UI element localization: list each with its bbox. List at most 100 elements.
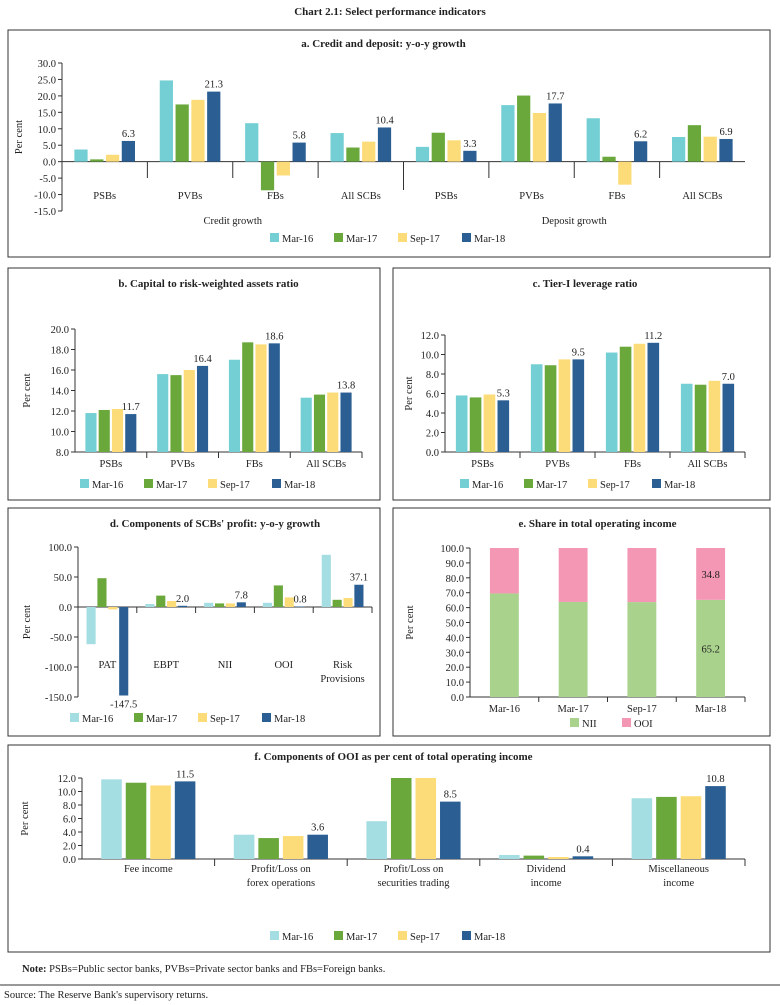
legend-swatch [134, 713, 143, 722]
chart-panel [7, 744, 771, 953]
category-label: All SCBs [341, 191, 381, 202]
category-label: All SCBs [688, 459, 728, 470]
legend: Mar-16 Mar-17 Sep-17 Mar-18 [70, 713, 305, 725]
bar-mar-16 [499, 854, 520, 859]
bar-mar-16 [86, 607, 96, 645]
chart-title: a. Credit and deposit: y-o-y growth [301, 38, 466, 50]
y-axis-label: Per cent [404, 376, 415, 410]
bar-mar-16 [233, 834, 255, 859]
bar-mar-17 [175, 104, 189, 162]
bar-mar-16 [159, 80, 173, 162]
legend-label: Mar-18 [474, 234, 505, 245]
bar-mar-16 [680, 383, 693, 452]
bar-sep-17 [327, 392, 339, 452]
y-tick-label: 30.0 [38, 59, 56, 70]
bar-mar-17 [273, 585, 283, 607]
y-tick-label: 10.0 [38, 125, 56, 136]
bar-ooi [489, 548, 519, 594]
figure-title: Chart 2.1: Select performance indicators [294, 6, 486, 18]
bar-sep-17 [548, 856, 569, 859]
category-label: FBs [608, 191, 625, 202]
category-label: FBs [246, 459, 263, 470]
note-text: PSBs=Public sector banks, PVBs=Private s… [47, 964, 386, 975]
legend-label: Mar-16 [82, 714, 113, 725]
legend-label: Sep-17 [410, 234, 440, 245]
category-label-line: FBs [267, 191, 284, 202]
bar-sep-17 [708, 380, 721, 452]
legend-swatch [80, 479, 89, 488]
bar-mar-18 [497, 400, 510, 452]
bar-mar-16 [605, 352, 618, 452]
y-tick-label: 0.0 [59, 603, 72, 614]
category-label: PSBs [471, 459, 494, 470]
legend-swatch [198, 713, 207, 722]
y-tick-label: 4.0 [426, 409, 439, 420]
legend-label: Mar-16 [282, 234, 313, 245]
data-label: 34.8 [701, 570, 719, 581]
data-label: 6.2 [634, 129, 647, 140]
bar-mar-16 [157, 374, 169, 452]
category-label-line: Risk [333, 660, 353, 671]
bar-mar-18 [292, 142, 306, 162]
legend-swatch [270, 233, 279, 242]
legend-label: Mar-16 [92, 480, 123, 491]
data-label: 9.5 [572, 347, 585, 358]
category-label-line: Profit/Loss on [251, 864, 312, 875]
category-label: Profit/Loss on forex operations [247, 864, 316, 889]
data-label: 13.8 [337, 381, 355, 392]
legend-swatch [334, 233, 343, 242]
category-label-line: All SCBs [682, 191, 722, 202]
legend-swatch [144, 479, 153, 488]
bar-mar-18 [572, 856, 594, 859]
bar-mar-18 [307, 834, 328, 859]
bar-nii [489, 593, 519, 697]
data-label: 11.7 [122, 402, 140, 413]
legend-swatch [652, 479, 661, 488]
bar-mar-18 [548, 103, 562, 162]
bar-mar-17 [517, 95, 531, 162]
bar-mar-16 [101, 779, 122, 859]
y-tick-label: 2.0 [63, 842, 76, 853]
legend-swatch [270, 931, 279, 940]
data-label: 65.2 [701, 644, 719, 655]
bar-mar-18 [340, 392, 352, 452]
bar-mar-17 [125, 782, 147, 859]
data-label: 7.0 [722, 372, 735, 383]
chart-e: e. Share in total operating income 0.0 10.… [392, 507, 771, 737]
bar-ooi [558, 548, 588, 602]
legend-label: NII [582, 719, 597, 730]
bar-sep-17 [343, 598, 353, 607]
category-label-line: PVBs [519, 191, 544, 202]
bar-mar-17 [469, 397, 482, 452]
category-label: Mar-18 [695, 704, 726, 715]
data-label: 37.1 [350, 573, 368, 584]
data-label: -147.5 [110, 700, 137, 711]
group-label: Deposit growth [542, 216, 608, 227]
bar-mar-18 [634, 141, 648, 162]
legend-label: Mar-18 [284, 480, 315, 491]
chart-b: b. Capital to risk-weighted assets ratio… [7, 267, 381, 501]
category-label: PVBs [178, 191, 203, 202]
bar-mar-17 [390, 778, 412, 859]
legend-swatch [262, 713, 271, 722]
data-label: 11.2 [644, 331, 662, 342]
bar-sep-17 [282, 836, 304, 859]
y-tick-label: 40.0 [446, 633, 464, 644]
data-label: 7.8 [235, 590, 248, 601]
data-label: 2.0 [176, 594, 189, 605]
data-label: 3.3 [463, 139, 476, 150]
legend-label: Mar-17 [536, 480, 567, 491]
y-tick-label: 0.0 [451, 693, 464, 704]
category-label-line: PVBs [178, 191, 203, 202]
bar-sep-17 [618, 161, 632, 185]
bar-mar-18 [647, 342, 660, 452]
category-label-line: All SCBs [341, 191, 381, 202]
category-label-line: Provisions [320, 674, 364, 685]
y-tick-label: 6.0 [426, 390, 439, 401]
chart-title: e. Share in total operating income [518, 518, 676, 530]
bar-mar-18 [236, 602, 246, 607]
legend: Mar-16 Mar-17 Sep-17 Mar-18 [270, 233, 505, 245]
category-label: All SCBs [682, 191, 722, 202]
y-axis-label: Per cent [22, 605, 33, 639]
bar-mar-17 [98, 409, 110, 452]
